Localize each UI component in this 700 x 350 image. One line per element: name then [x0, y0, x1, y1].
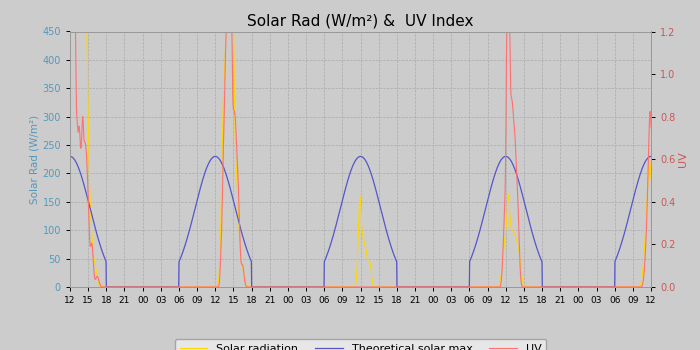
- UV: [524, 285, 532, 289]
- Solar radiation: [630, 285, 638, 289]
- Solar radiation: [66, 29, 74, 34]
- Theoretical solar max: [647, 154, 655, 159]
- UV: [349, 285, 357, 289]
- UV: [156, 285, 164, 289]
- UV: [647, 126, 655, 130]
- Solar radiation: [309, 285, 317, 289]
- Line: Solar radiation: Solar radiation: [70, 32, 651, 287]
- UV: [630, 285, 638, 289]
- Line: UV: UV: [70, 32, 651, 287]
- Solar radiation: [647, 177, 655, 181]
- Title: Solar Rad (W/m²) &  UV Index: Solar Rad (W/m²) & UV Index: [247, 14, 474, 29]
- Solar radiation: [95, 284, 104, 288]
- Solar radiation: [630, 285, 638, 289]
- Theoretical solar max: [333, 218, 342, 222]
- Theoretical solar max: [630, 193, 638, 197]
- Theoretical solar max: [102, 285, 111, 289]
- Theoretical solar max: [630, 194, 638, 198]
- Y-axis label: UV: UV: [678, 151, 688, 167]
- Y-axis label: Solar Rad (W/m²): Solar Rad (W/m²): [29, 115, 40, 204]
- Line: Theoretical solar max: Theoretical solar max: [70, 156, 651, 287]
- UV: [630, 285, 638, 289]
- UV: [66, 29, 74, 34]
- Solar radiation: [333, 285, 342, 289]
- UV: [333, 285, 342, 289]
- Theoretical solar max: [95, 241, 104, 246]
- Legend: Solar radiation, Theoretical solar max, UV: Solar radiation, Theoretical solar max, …: [175, 339, 546, 350]
- UV: [95, 281, 104, 286]
- Theoretical solar max: [349, 164, 357, 168]
- Theoretical solar max: [66, 154, 74, 159]
- Theoretical solar max: [524, 214, 532, 218]
- Solar radiation: [524, 285, 532, 289]
- Solar radiation: [349, 285, 357, 289]
